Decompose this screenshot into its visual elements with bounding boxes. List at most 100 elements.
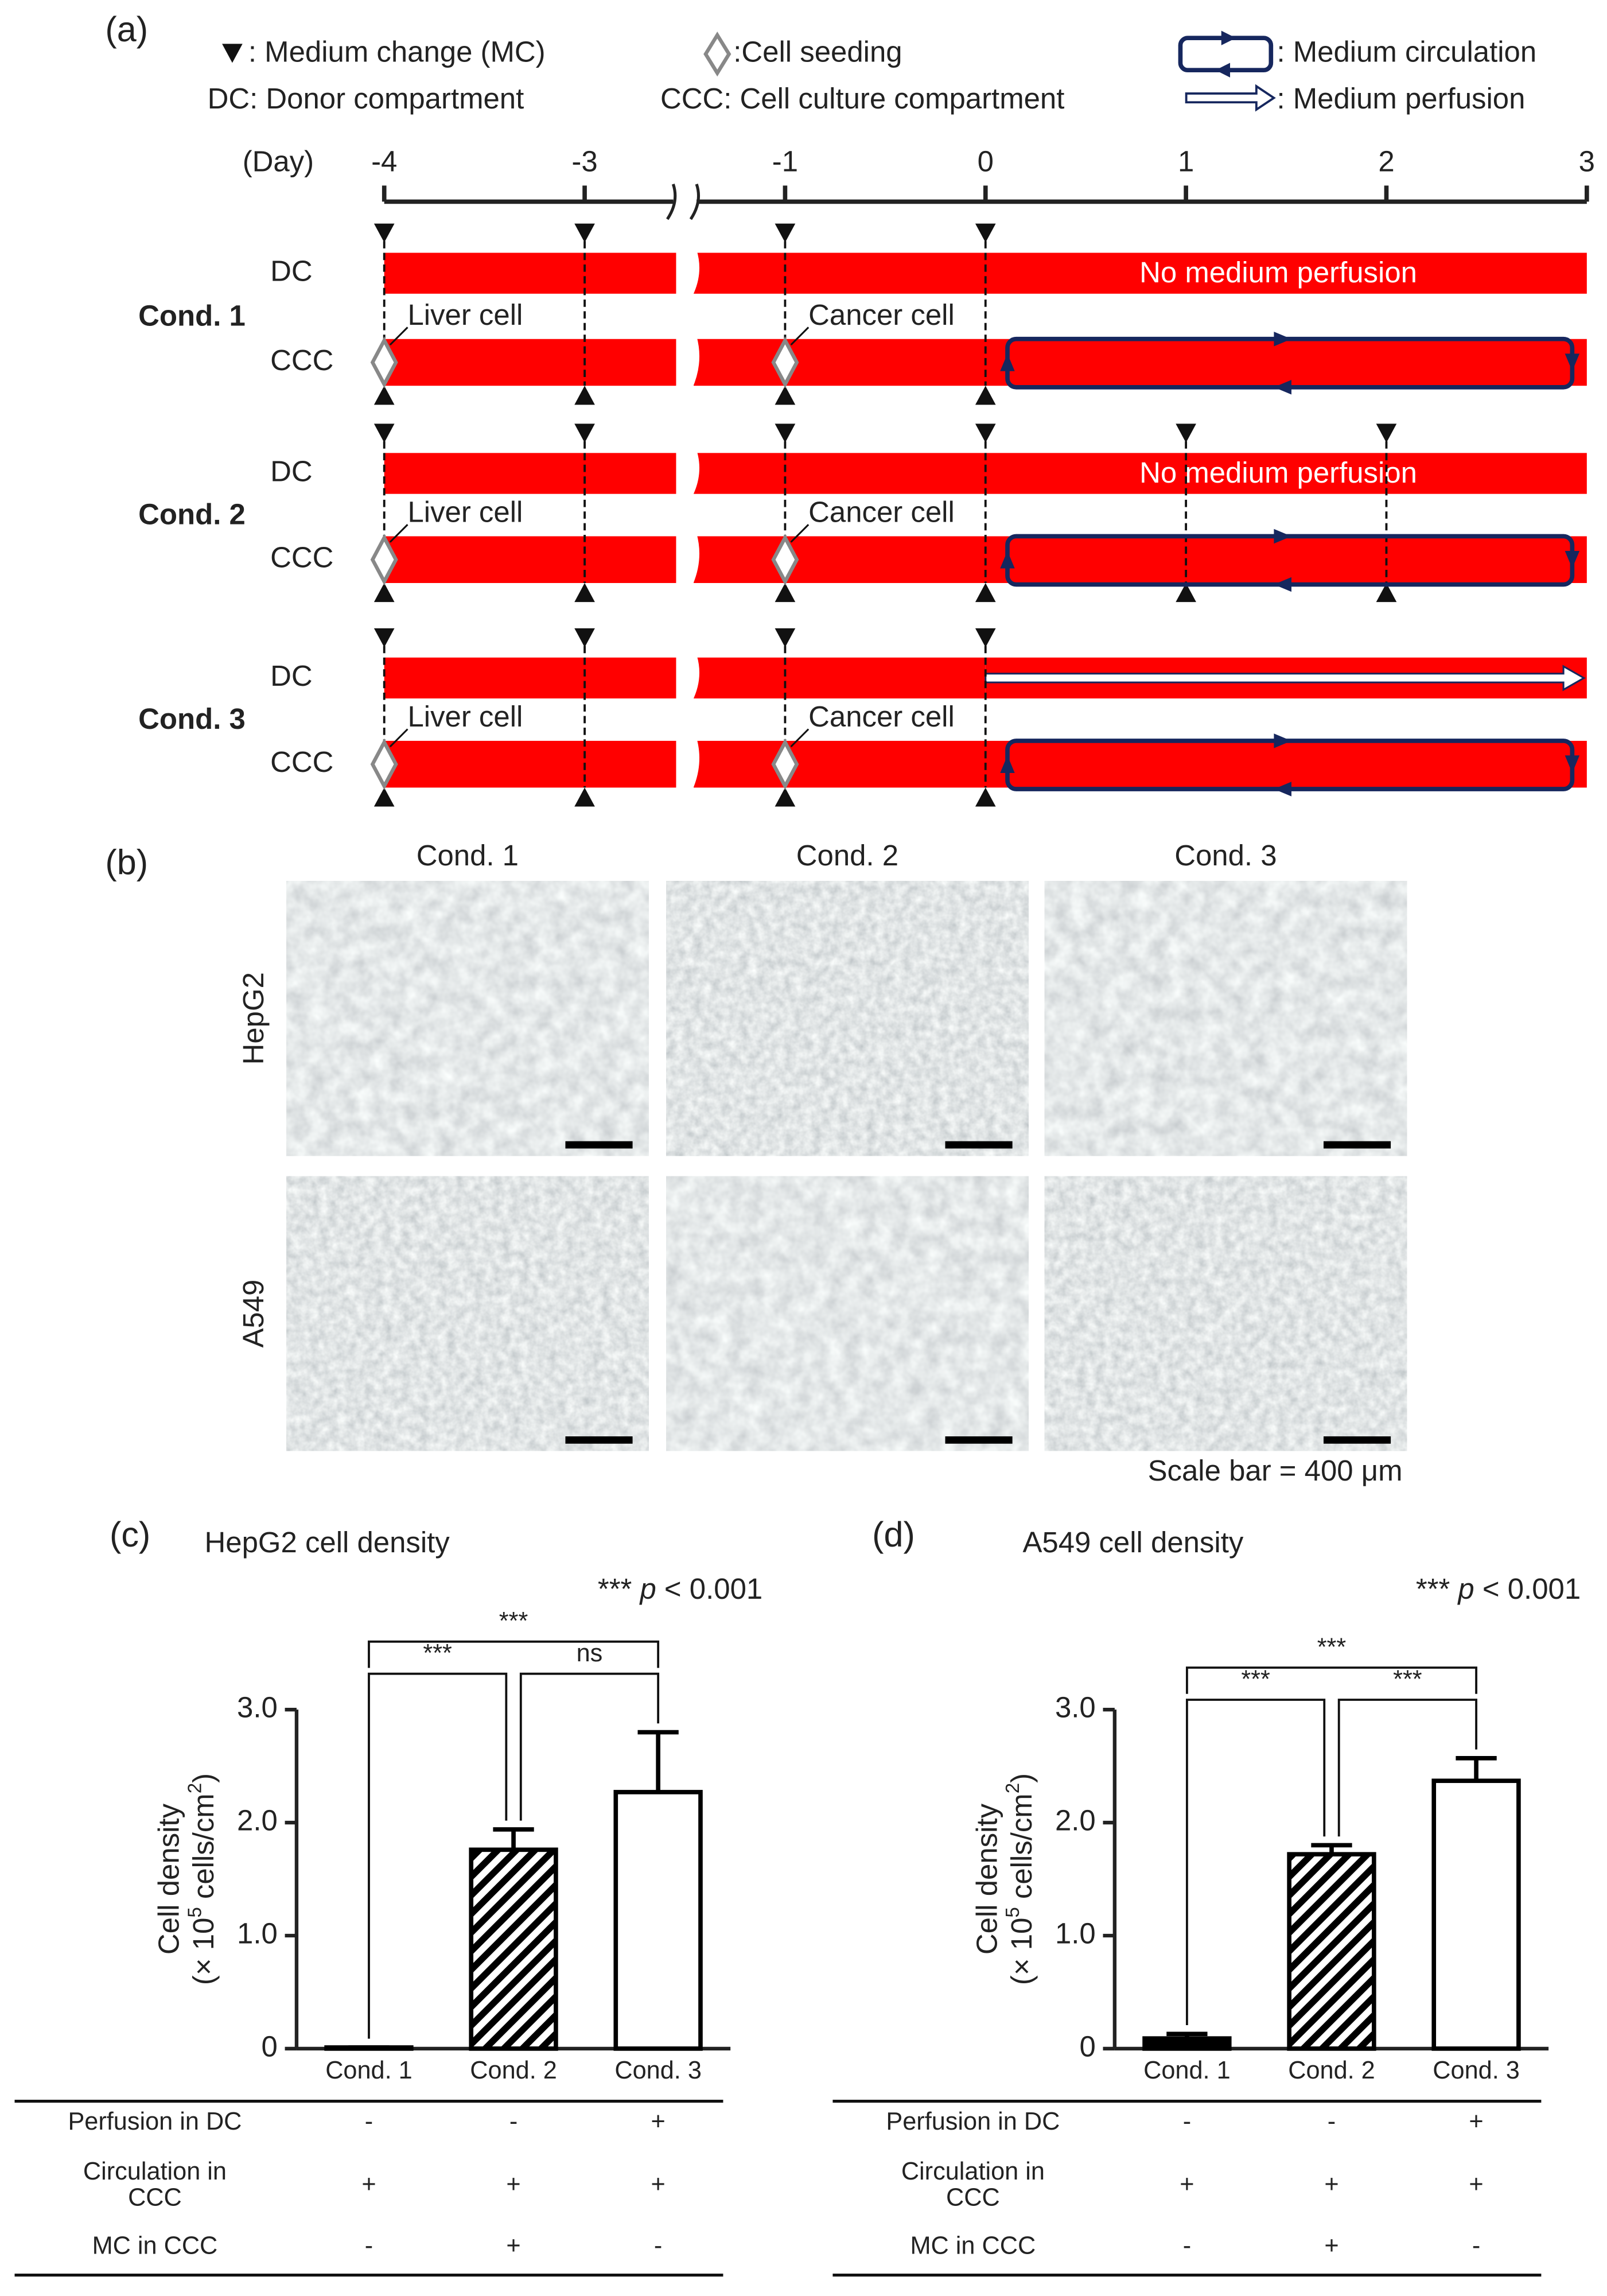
seed-leader bbox=[389, 327, 408, 346]
table-cell: + bbox=[506, 2171, 520, 2198]
significance-bracket bbox=[1185, 1666, 1477, 1694]
table-cell: + bbox=[1469, 2108, 1483, 2135]
mc-marker bbox=[574, 582, 595, 603]
scale-bar bbox=[945, 1141, 1013, 1149]
legend-seed-icon bbox=[703, 32, 731, 77]
compartment-label: DC bbox=[270, 454, 313, 487]
bar-break bbox=[674, 654, 700, 702]
table-cell: - bbox=[1183, 2232, 1191, 2260]
compartment-label: CCC bbox=[270, 344, 333, 376]
micrograph bbox=[286, 881, 649, 1156]
day-label: (Day) bbox=[243, 145, 314, 178]
table-cell: + bbox=[651, 2108, 666, 2135]
medium-bar bbox=[384, 657, 676, 699]
medium-bar bbox=[384, 536, 676, 583]
y-tick-label: 2.0 bbox=[1055, 1804, 1096, 1837]
mc-marker bbox=[373, 386, 395, 405]
legend-perf-icon bbox=[1185, 84, 1276, 112]
seed-label: Liver cell bbox=[407, 700, 523, 733]
table-cell: + bbox=[1180, 2171, 1194, 2198]
table-cell: + bbox=[1324, 2171, 1338, 2198]
mc-marker bbox=[775, 787, 796, 807]
mc-marker bbox=[373, 223, 395, 243]
y-label-part: 5 bbox=[1002, 1907, 1024, 1917]
mc-marker bbox=[975, 386, 996, 405]
medium-bar bbox=[694, 740, 1587, 788]
mc-marker bbox=[975, 787, 996, 807]
mc-marker bbox=[373, 424, 395, 443]
bar bbox=[1142, 2036, 1232, 2051]
bar bbox=[469, 1847, 558, 2051]
y-label-part: ) bbox=[1005, 1773, 1038, 1783]
day-tick-label: -3 bbox=[571, 145, 597, 178]
table-cell: + bbox=[651, 2171, 666, 2198]
table-row-label: CCC bbox=[946, 2184, 1000, 2212]
seed-label: Cancer cell bbox=[808, 700, 955, 733]
seed-leader bbox=[790, 327, 810, 346]
error-bar bbox=[1456, 1756, 1497, 1781]
p-note-part: *** bbox=[1416, 1572, 1450, 1605]
legend-text: DC: Donor compartment bbox=[208, 82, 524, 115]
column-label: Cond. 1 bbox=[417, 839, 519, 872]
condition-label: Cond. 1 bbox=[138, 299, 246, 332]
legend-mc-icon bbox=[222, 44, 243, 63]
p-note-part: p bbox=[632, 1572, 656, 1605]
significance-label: *** bbox=[423, 1640, 452, 1667]
legend-circ-arrows bbox=[1215, 30, 1236, 77]
y-tick-label: 1.0 bbox=[237, 1917, 278, 1949]
medium-bar bbox=[694, 252, 1587, 294]
significance-bracket bbox=[519, 1672, 660, 1821]
table-cell: + bbox=[361, 2171, 376, 2198]
error-bar bbox=[493, 1827, 534, 1850]
p-note-part: < 0.001 bbox=[656, 1572, 762, 1605]
mc-marker bbox=[775, 223, 796, 243]
seed-marker bbox=[771, 738, 799, 790]
perfusion-arrow bbox=[985, 665, 1586, 691]
table-row-label: CCC bbox=[128, 2184, 182, 2212]
y-tick-label: 0 bbox=[1079, 2030, 1095, 2062]
column-label: Cond. 3 bbox=[1174, 839, 1277, 872]
scale-bar bbox=[1323, 1141, 1391, 1149]
significance-bracket bbox=[1337, 1699, 1477, 1837]
table-row-label: Perfusion in DC bbox=[68, 2108, 242, 2135]
day-tick-label: 1 bbox=[1178, 145, 1194, 178]
compartment-label: CCC bbox=[270, 541, 333, 574]
mc-marker bbox=[574, 628, 595, 648]
legend-text: : Medium circulation bbox=[1277, 36, 1537, 68]
p-note: *** p < 0.001 bbox=[598, 1572, 762, 1605]
y-tick-label: 3.0 bbox=[237, 1691, 278, 1724]
table-cell: + bbox=[1324, 2232, 1338, 2260]
significance-bracket bbox=[368, 1640, 660, 1668]
chart-title: HepG2 cell density bbox=[205, 1526, 450, 1559]
p-note-part: *** bbox=[598, 1572, 632, 1605]
mc-marker bbox=[1376, 582, 1397, 603]
scale-bar bbox=[1323, 1436, 1391, 1444]
y-label: Cell density bbox=[970, 1803, 1003, 1955]
seed-label: Liver cell bbox=[407, 298, 523, 331]
seed-marker bbox=[370, 738, 398, 790]
circulation-arrows bbox=[1000, 332, 1580, 395]
table-row-label: Circulation in bbox=[901, 2158, 1045, 2185]
table-row-label: MC in CCC bbox=[92, 2232, 218, 2260]
table-cell: - bbox=[365, 2232, 373, 2260]
legend-text: :Cell seeding bbox=[733, 36, 902, 68]
micrograph bbox=[666, 1176, 1029, 1451]
y-tick-label: 0 bbox=[262, 2030, 278, 2062]
significance-bracket bbox=[1185, 1699, 1326, 2026]
row-label: HepG2 bbox=[237, 972, 270, 1065]
y-label: Cell density bbox=[152, 1803, 185, 1955]
panel-label: (a) bbox=[105, 10, 148, 49]
scale-note: Scale bar = 400 μm bbox=[1148, 1454, 1403, 1487]
significance-label: *** bbox=[1393, 1665, 1422, 1693]
bar bbox=[613, 1790, 703, 2051]
table-cell: + bbox=[506, 2232, 520, 2260]
y-label-part: 2 bbox=[1002, 1783, 1024, 1793]
dc-note: No medium perfusion bbox=[1139, 456, 1417, 489]
circulation-arrows bbox=[1000, 733, 1580, 797]
medium-bar bbox=[384, 339, 676, 386]
panel-label: (c) bbox=[110, 1515, 150, 1554]
x-tick-label: Cond. 2 bbox=[1288, 2057, 1375, 2084]
mc-marker bbox=[373, 787, 395, 807]
mc-marker bbox=[1176, 424, 1196, 443]
